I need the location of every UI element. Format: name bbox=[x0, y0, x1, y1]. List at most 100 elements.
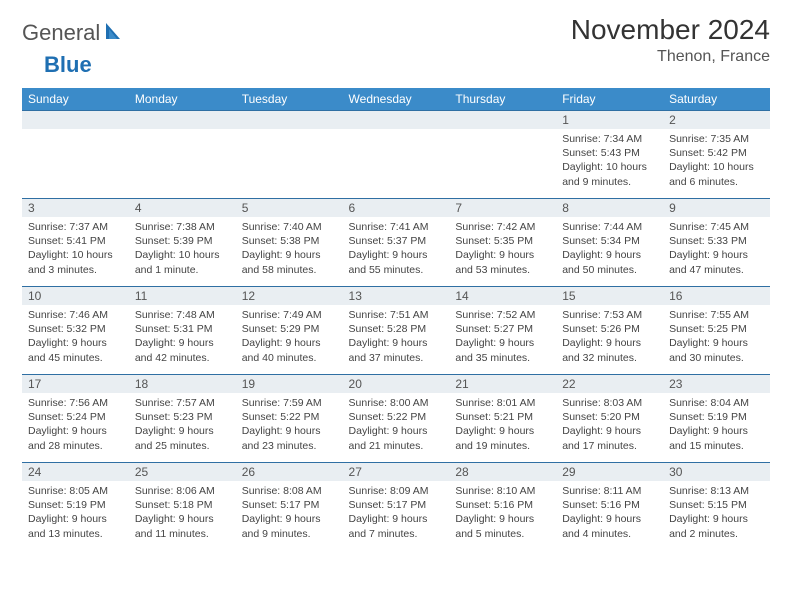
day-number: 5 bbox=[236, 199, 343, 217]
dow-header: Saturday bbox=[663, 88, 770, 111]
day-number: 19 bbox=[236, 375, 343, 393]
sunset-text: Sunset: 5:16 PM bbox=[562, 498, 657, 512]
daylight-text: Daylight: 10 hours and 1 minute. bbox=[135, 248, 230, 276]
day-number: 2 bbox=[663, 111, 770, 129]
daylight-text: Daylight: 9 hours and 11 minutes. bbox=[135, 512, 230, 540]
daylight-text: Daylight: 9 hours and 5 minutes. bbox=[455, 512, 550, 540]
day-body: Sunrise: 8:03 AMSunset: 5:20 PMDaylight:… bbox=[556, 393, 663, 457]
daylight-text: Daylight: 9 hours and 7 minutes. bbox=[349, 512, 444, 540]
sunrise-text: Sunrise: 7:42 AM bbox=[455, 220, 550, 234]
day-body: Sunrise: 8:04 AMSunset: 5:19 PMDaylight:… bbox=[663, 393, 770, 457]
day-cell bbox=[449, 111, 556, 199]
day-cell: 22Sunrise: 8:03 AMSunset: 5:20 PMDayligh… bbox=[556, 375, 663, 463]
sunrise-text: Sunrise: 7:49 AM bbox=[242, 308, 337, 322]
sunrise-text: Sunrise: 8:11 AM bbox=[562, 484, 657, 498]
sunrise-text: Sunrise: 7:35 AM bbox=[669, 132, 764, 146]
day-number: 4 bbox=[129, 199, 236, 217]
day-number: 20 bbox=[343, 375, 450, 393]
day-cell: 25 Sunrise: 8:06 AMSunset: 5:18 PMDayligh… bbox=[129, 463, 236, 551]
day-body: Sunrise: 7:37 AMSunset: 5:41 PMDaylight:… bbox=[22, 217, 129, 281]
day-number: 1 bbox=[556, 111, 663, 129]
daylight-text: Daylight: 9 hours and 37 minutes. bbox=[349, 336, 444, 364]
logo-sail-icon bbox=[104, 21, 126, 46]
daylight-text: Daylight: 9 hours and 19 minutes. bbox=[455, 424, 550, 452]
sunset-text: Sunset: 5:37 PM bbox=[349, 234, 444, 248]
day-body: Sunrise: 8:05 AMSunset: 5:19 PMDaylight:… bbox=[22, 481, 129, 545]
dayofweek-row: SundayMondayTuesdayWednesdayThursdayFrid… bbox=[22, 88, 770, 111]
day-cell: 10Sunrise: 7:46 AMSunset: 5:32 PMDayligh… bbox=[22, 287, 129, 375]
week-row: 3Sunrise: 7:37 AMSunset: 5:41 PMDaylight… bbox=[22, 199, 770, 287]
daylight-text: Daylight: 10 hours and 6 minutes. bbox=[669, 160, 764, 188]
sunset-text: Sunset: 5:17 PM bbox=[349, 498, 444, 512]
daylight-text: Daylight: 9 hours and 25 minutes. bbox=[135, 424, 230, 452]
sunset-text: Sunset: 5:29 PM bbox=[242, 322, 337, 336]
day-number: 14 bbox=[449, 287, 556, 305]
daylight-text: Daylight: 9 hours and 15 minutes. bbox=[669, 424, 764, 452]
day-body: Sunrise: 7:56 AMSunset: 5:24 PMDaylight:… bbox=[22, 393, 129, 457]
location: Thenon, France bbox=[571, 48, 770, 66]
day-cell: 23Sunrise: 8:04 AMSunset: 5:19 PMDayligh… bbox=[663, 375, 770, 463]
sunset-text: Sunset: 5:24 PM bbox=[28, 410, 123, 424]
daylight-text: Daylight: 9 hours and 23 minutes. bbox=[242, 424, 337, 452]
day-number: 26 bbox=[236, 463, 343, 481]
sunset-text: Sunset: 5:43 PM bbox=[562, 146, 657, 160]
sunrise-text: Sunrise: 8:06 AM bbox=[135, 484, 230, 498]
day-number: 29 bbox=[556, 463, 663, 481]
dow-header: Monday bbox=[129, 88, 236, 111]
day-number: 12 bbox=[236, 287, 343, 305]
sunset-text: Sunset: 5:27 PM bbox=[455, 322, 550, 336]
daylight-text: Daylight: 9 hours and 21 minutes. bbox=[349, 424, 444, 452]
day-number: 17 bbox=[22, 375, 129, 393]
day-cell: 2Sunrise: 7:35 AMSunset: 5:42 PMDaylight… bbox=[663, 111, 770, 199]
day-body: Sunrise: 7:51 AMSunset: 5:28 PMDaylight:… bbox=[343, 305, 450, 369]
dow-header: Friday bbox=[556, 88, 663, 111]
day-body: Sunrise: 8:11 AMSunset: 5:16 PMDaylight:… bbox=[556, 481, 663, 545]
sunset-text: Sunset: 5:23 PM bbox=[135, 410, 230, 424]
sunset-text: Sunset: 5:21 PM bbox=[455, 410, 550, 424]
calendar-table: SundayMondayTuesdayWednesdayThursdayFrid… bbox=[22, 88, 770, 551]
day-body: Sunrise: 7:40 AMSunset: 5:38 PMDaylight:… bbox=[236, 217, 343, 281]
sunset-text: Sunset: 5:41 PM bbox=[28, 234, 123, 248]
day-body: Sunrise: 7:42 AMSunset: 5:35 PMDaylight:… bbox=[449, 217, 556, 281]
daylight-text: Daylight: 9 hours and 17 minutes. bbox=[562, 424, 657, 452]
day-cell: 28Sunrise: 8:10 AMSunset: 5:16 PMDayligh… bbox=[449, 463, 556, 551]
sunset-text: Sunset: 5:18 PM bbox=[135, 498, 230, 512]
day-body: Sunrise: 7:48 AMSunset: 5:31 PMDaylight:… bbox=[129, 305, 236, 369]
sunrise-text: Sunrise: 7:40 AM bbox=[242, 220, 337, 234]
day-body: Sunrise: 7:55 AMSunset: 5:25 PMDaylight:… bbox=[663, 305, 770, 369]
day-body: Sunrise: 8:01 AMSunset: 5:21 PMDaylight:… bbox=[449, 393, 556, 457]
day-cell: 15Sunrise: 7:53 AMSunset: 5:26 PMDayligh… bbox=[556, 287, 663, 375]
sunset-text: Sunset: 5:19 PM bbox=[669, 410, 764, 424]
sunrise-text: Sunrise: 7:51 AM bbox=[349, 308, 444, 322]
day-cell: 16Sunrise: 7:55 AMSunset: 5:25 PMDayligh… bbox=[663, 287, 770, 375]
day-cell: 12 Sunrise: 7:49 AMSunset: 5:29 PMDayligh… bbox=[236, 287, 343, 375]
daylight-text: Daylight: 9 hours and 35 minutes. bbox=[455, 336, 550, 364]
daylight-text: Daylight: 9 hours and 40 minutes. bbox=[242, 336, 337, 364]
day-body: Sunrise: 7:44 AMSunset: 5:34 PMDaylight:… bbox=[556, 217, 663, 281]
day-number: 25 bbox=[129, 463, 236, 481]
day-number: 30 bbox=[663, 463, 770, 481]
day-number: 28 bbox=[449, 463, 556, 481]
day-cell: 24Sunrise: 8:05 AMSunset: 5:19 PMDayligh… bbox=[22, 463, 129, 551]
day-cell bbox=[343, 111, 450, 199]
day-cell bbox=[236, 111, 343, 199]
day-number: 13 bbox=[343, 287, 450, 305]
sunset-text: Sunset: 5:20 PM bbox=[562, 410, 657, 424]
day-cell: 14Sunrise: 7:52 AMSunset: 5:27 PMDayligh… bbox=[449, 287, 556, 375]
day-cell: 4Sunrise: 7:38 AMSunset: 5:39 PMDaylight… bbox=[129, 199, 236, 287]
sunrise-text: Sunrise: 7:37 AM bbox=[28, 220, 123, 234]
dow-header: Thursday bbox=[449, 88, 556, 111]
sunrise-text: Sunrise: 7:44 AM bbox=[562, 220, 657, 234]
daylight-text: Daylight: 9 hours and 53 minutes. bbox=[455, 248, 550, 276]
day-cell: 29Sunrise: 8:11 AMSunset: 5:16 PMDayligh… bbox=[556, 463, 663, 551]
sunrise-text: Sunrise: 8:08 AM bbox=[242, 484, 337, 498]
day-number: 7 bbox=[449, 199, 556, 217]
day-cell: 5Sunrise: 7:40 AMSunset: 5:38 PMDaylight… bbox=[236, 199, 343, 287]
logo: General bbox=[22, 14, 128, 46]
sunrise-text: Sunrise: 7:34 AM bbox=[562, 132, 657, 146]
week-row: 24Sunrise: 8:05 AMSunset: 5:19 PMDayligh… bbox=[22, 463, 770, 551]
daylight-text: Daylight: 9 hours and 47 minutes. bbox=[669, 248, 764, 276]
day-body: Sunrise: 8:13 AMSunset: 5:15 PMDaylight:… bbox=[663, 481, 770, 545]
day-cell: 27Sunrise: 8:09 AMSunset: 5:17 PMDayligh… bbox=[343, 463, 450, 551]
day-body: Sunrise: 7:53 AMSunset: 5:26 PMDaylight:… bbox=[556, 305, 663, 369]
